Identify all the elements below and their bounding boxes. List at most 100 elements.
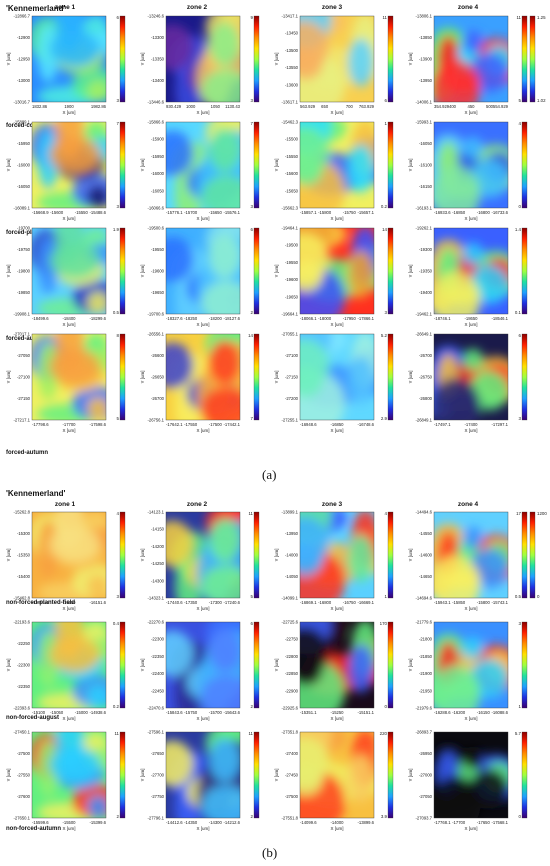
p1-r2-c2-region <box>348 754 374 803</box>
p1-r1-c1-xtick: -15643.6 <box>223 710 240 715</box>
p0-r0-c0-heatmap: -12866.7 -12900 -12950 -13000 -13016.7 Y [um]… <box>6 14 126 115</box>
p0-r0-c0-ytick: -12950 <box>17 57 31 62</box>
p0-r3-c1-region <box>166 342 194 389</box>
p1-r1-c3-region <box>462 636 484 660</box>
p0-r2-c2-xtick: -17866.1 <box>357 316 374 321</box>
panel-a-letter: (a) <box>262 467 277 482</box>
p0-r3-c3-ytick: -26849.1 <box>415 418 432 423</box>
p1-r0-c1-region <box>201 564 240 598</box>
p0-r2-c3-colorbar-min: 0.1 <box>515 310 522 315</box>
panel-b-title: 'Kennemerland' <box>6 489 66 498</box>
p0-r2-c0-ytick: -19908.1 <box>13 312 30 317</box>
p0-r3-c2-xtick: -16850 <box>330 422 344 427</box>
p1-r0-c3-ytick: -14600 <box>419 553 433 558</box>
p1-r2-c0-colorbar <box>119 731 126 819</box>
p1-r2-c0-ytick: -27450.1 <box>13 730 30 735</box>
p0-r3-c0-xtick: -17798.6 <box>32 422 49 427</box>
p0-r1-c3-ytick: -16100 <box>419 163 433 168</box>
p1-r0-c1-heatmap: -14123.1 -14150 -14200 -14250 -14300 -14323.1… <box>140 510 260 611</box>
p0-r0-c2-xlabel: X [um] <box>330 110 343 115</box>
p1-r1-c1-xlabel: X [um] <box>196 716 209 721</box>
p1-r2-c0-xtick: -15399.6 <box>89 820 106 825</box>
p0-r3-c1-ytick: -26700 <box>151 396 165 401</box>
p0-r3-c0-colorbar <box>119 333 126 421</box>
p0-r3-c3-ytick: -26649.1 <box>415 332 432 337</box>
p1-r1-c3-ytick: -21979.6 <box>415 706 432 711</box>
p0-r0-c3-xtick: 354.929 <box>434 104 450 109</box>
p0-r2-c3-xlabel: X [um] <box>464 322 477 327</box>
p0-r0-c3-ytick: -14006.1 <box>415 100 432 105</box>
p1-r1-c1-xtick: -15750 <box>184 710 198 715</box>
p0-r2-c1-ytick: -19550 <box>151 247 165 252</box>
p0-r2-c2-ytick: -19500 <box>285 243 299 248</box>
p1-r2-c0-ytick: -27550 <box>17 773 31 778</box>
p1-r2-c1-xtick: -14212.6 <box>223 820 240 825</box>
p1-r0-c1-region <box>209 518 240 563</box>
p0-r2-c0-ylabel: Y [um] <box>6 265 11 278</box>
p0-r2-c0-colorbar-max: 1.9 <box>113 227 120 232</box>
p1-r1-c2-region <box>348 644 374 693</box>
p1-r1-c3-colorbar-max: 3 <box>519 621 522 626</box>
p0-r2-c1-ytick: -19500.6 <box>147 226 164 231</box>
p0-r2-c0-ytick: -19800 <box>17 269 31 274</box>
p0-r2-c1-ylabel: Y [um] <box>140 265 145 278</box>
p0-r2-c0-region <box>37 235 59 295</box>
p0-r2-c0-ytick: -19850 <box>17 290 31 295</box>
p0-r1-c3-xtick: -16800 <box>477 210 491 215</box>
p0-r2-c3-colorbar-max: 1.4 <box>515 227 522 232</box>
p1-r2-c0-heatmap: -27450.1 -27500 -27550 -27600 -27650.1 Y [um]… <box>6 730 126 831</box>
p0-r3-c0-heatmap: -27017.1 -27050 -27100 -27150 -27217.1 Y [um]… <box>6 332 126 433</box>
p0-r0-c2-ytick: -13600 <box>285 82 299 87</box>
p1-r2-c3-ytick: -27050 <box>419 794 433 799</box>
p1-r2-c1-ytick: -27750 <box>151 794 165 799</box>
p1-r0-c3-ytick: -14650 <box>419 574 433 579</box>
panel-b-letter: (b) <box>262 845 278 860</box>
p0-r0-c1-heatmap: -13246.6 -13300 -13350 -13400 -13446.6 Y [um]… <box>140 14 260 115</box>
p0-r1-c0-xtick: -15550 <box>75 210 89 215</box>
p0-r1-c3-ytick: -15993.1 <box>415 120 432 125</box>
p1-r1-c3-ytick: -21900 <box>419 671 433 676</box>
panel-b-zone-1: zone 1 <box>54 501 76 508</box>
p1-r2-c3-region <box>443 789 480 810</box>
p1-r2-c0-ytick: -27650.1 <box>13 816 30 821</box>
p1-r1-c3-xtick: -16150 <box>477 710 491 715</box>
p0-r2-c1-ytick: -19600 <box>151 269 165 274</box>
p0-r2-c3-ytick: -19300 <box>419 247 433 252</box>
p1-r2-c1-ylabel: Y [um] <box>140 769 145 782</box>
p0-r0-c0-ylabel: Y [um] <box>6 53 11 66</box>
p0-r3-c1-colorbar <box>253 333 260 421</box>
p1-r2-c1-ytick: -27796.1 <box>147 816 164 821</box>
p1-r1-c0-heatmap: -22193.6 -22250 -22300 -22350 -22393.6 Y [um]… <box>6 620 126 721</box>
p1-r0-c2-ytick: -13950 <box>285 531 299 536</box>
p1-r2-c3-xtick: -17650 <box>477 820 491 825</box>
p1-r0-c2-ytick: -14099.1 <box>281 596 298 601</box>
p0-r2-c0-colorbar <box>119 227 126 315</box>
p1-r2-c2-colorbar-max: 220 <box>380 731 388 736</box>
p0-r1-c2-colorbar-min: 0.2 <box>381 204 388 209</box>
p0-r2-c0-xtick: -18400 <box>62 316 76 321</box>
p1-r1-c2-ytick: -22725.6 <box>281 620 298 625</box>
p0-r2-c1-xtick: -18127.6 <box>223 316 240 321</box>
p0-r1-c0-region <box>55 122 84 159</box>
p1-r1-c2-ylabel: Y [um] <box>274 659 279 672</box>
p0-r2-c1-region <box>166 236 194 283</box>
p0-r1-c0-ytick: -15889.1 <box>13 120 30 125</box>
p1-r2-c3-colorbar-min: 0 <box>519 814 522 819</box>
p0-r2-c0-ytick: -19700 <box>17 226 31 231</box>
p0-r2-c1-region <box>209 234 240 279</box>
p1-r2-c1-xlabel: X [um] <box>196 826 209 831</box>
p1-r2-c1-xtick: -14300 <box>209 820 223 825</box>
p0-r1-c3-xtick: -16933.6 <box>434 210 451 215</box>
p1-r0-c0-xlabel: X [um] <box>62 606 75 611</box>
p1-r2-c3-heatmap: -26893.7 -26950 -27000 -27050 -27093.7 Y [um]… <box>408 730 528 831</box>
p0-r3-c1-ytick: -26556.1 <box>147 332 164 337</box>
p1-r1-c2-region <box>300 653 323 686</box>
p0-r2-c0-region <box>87 291 106 314</box>
p0-r1-c2-heatmap: -15462.3 -15500 -15550 -15600 -15650 -15662.3… <box>274 120 394 221</box>
p0-r0-c1-ytick: -13350 <box>151 57 165 62</box>
p1-r1-c0-ytick: -22300 <box>17 663 31 668</box>
p0-r1-c1-heatmap: -15866.6 -15900 -15950 -16000 -16050 -16066.6… <box>140 120 260 221</box>
panel-b-row-label-1: non-forced-planted-field <box>6 600 75 606</box>
p1-r0-c2-ylabel: Y [um] <box>274 549 279 562</box>
p0-r0-c1-ytick: -13300 <box>151 35 165 40</box>
